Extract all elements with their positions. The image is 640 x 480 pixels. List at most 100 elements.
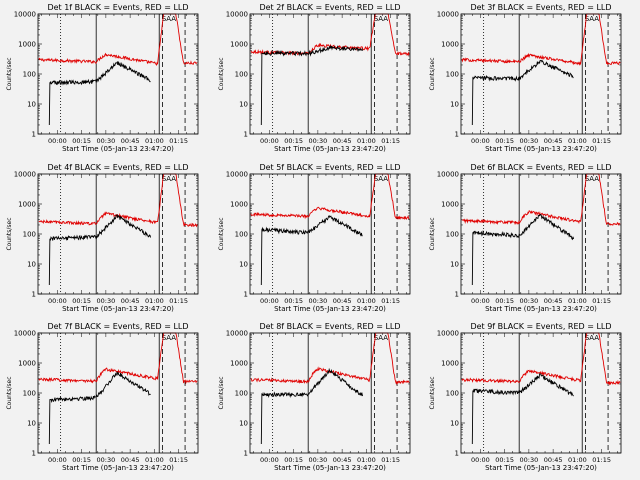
y-axis-label: Counts/sec	[429, 57, 436, 90]
x-tick-label: 00:15	[495, 137, 514, 145]
saa-annotation: SAA	[162, 334, 177, 342]
x-tick-label: 00:15	[495, 297, 514, 305]
x-tick-label: 01:00	[568, 137, 587, 145]
y-tick-label: 10	[239, 261, 248, 269]
x-tick-label: 00:30	[309, 297, 328, 305]
x-tick-label: 00:15	[72, 456, 91, 464]
events-series-line	[260, 44, 363, 125]
y-axis-label: Counts/sec	[218, 57, 225, 90]
x-tick-label: 01:00	[145, 137, 164, 145]
x-axis-label: Start Time (05-Jan-13 23:47:20)	[485, 305, 597, 313]
detector-panel: Det 6f BLACK = Events, RED = LLD Counts/s…	[429, 163, 622, 313]
y-tick-label: 100	[446, 390, 459, 398]
x-tick-label: 01:15	[169, 456, 188, 464]
x-axis-label: Start Time (05-Jan-13 23:47:20)	[274, 464, 386, 472]
x-tick-label: 00:30	[309, 456, 328, 464]
saa-annotation: SAA	[374, 15, 389, 23]
x-tick-label: 00:30	[97, 456, 116, 464]
y-axis-label: Counts/sec	[218, 376, 225, 409]
x-tick-label: 00:00	[471, 456, 490, 464]
x-tick-label: 01:15	[381, 297, 400, 305]
x-tick-label: 00:00	[260, 297, 279, 305]
x-tick-label: 00:45	[121, 456, 140, 464]
x-tick-label: 00:45	[121, 297, 140, 305]
y-axis-label: Counts/sec	[6, 217, 13, 250]
y-axis-label: Counts/sec	[6, 57, 13, 90]
events-series-line	[471, 373, 574, 444]
saa-annotation: SAA	[374, 334, 389, 342]
y-tick-label: 10	[27, 101, 36, 109]
detector-panel: Det 9f BLACK = Events, RED = LLD Counts/s…	[429, 322, 622, 472]
detector-panel: Det 7f BLACK = Events, RED = LLD Counts/s…	[6, 322, 199, 472]
x-tick-label: 00:30	[309, 137, 328, 145]
y-tick-label: 1000	[441, 41, 459, 49]
y-tick-label: 100	[235, 231, 248, 239]
y-tick-label: 100	[446, 71, 459, 79]
plot-frame	[460, 13, 622, 135]
x-tick-label: 00:30	[520, 297, 539, 305]
plot-frame	[249, 13, 411, 135]
x-axis-label: Start Time (05-Jan-13 23:47:20)	[62, 464, 174, 472]
x-tick-label: 01:15	[592, 297, 611, 305]
y-tick-label: 100	[446, 231, 459, 239]
y-tick-label: 10	[27, 420, 36, 428]
x-tick-label: 01:00	[357, 137, 376, 145]
panel-title: Det 4f BLACK = Events, RED = LLD	[47, 163, 188, 172]
y-tick-label: 1	[244, 131, 248, 139]
y-tick-label: 10	[450, 420, 459, 428]
y-axis-label: Counts/sec	[218, 217, 225, 250]
panel-title: Det 7f BLACK = Events, RED = LLD	[47, 322, 188, 331]
y-tick-label: 1	[32, 450, 36, 458]
x-axis-label: Start Time (05-Jan-13 23:47:20)	[485, 464, 597, 472]
x-tick-label: 00:30	[520, 137, 539, 145]
y-tick-label: 10	[450, 101, 459, 109]
plot-frame	[37, 332, 199, 454]
events-series-line	[260, 367, 364, 444]
y-tick-label: 1	[455, 291, 459, 299]
y-tick-label: 100	[235, 390, 248, 398]
events-series-line	[471, 213, 575, 285]
detector-panel: Det 2f BLACK = Events, RED = LLD Counts/s…	[218, 3, 411, 153]
saa-annotation: SAA	[162, 175, 177, 183]
detector-panel: Det 5f BLACK = Events, RED = LLD Counts/s…	[218, 163, 411, 313]
x-tick-label: 00:15	[284, 137, 303, 145]
y-tick-label: 10000	[226, 330, 248, 338]
plot-frame	[37, 13, 199, 135]
x-tick-label: 00:15	[495, 456, 514, 464]
y-tick-label: 100	[235, 71, 248, 79]
y-axis-label: Counts/sec	[429, 376, 436, 409]
y-tick-label: 10000	[14, 171, 36, 179]
x-axis-label: Start Time (05-Jan-13 23:47:20)	[62, 305, 174, 313]
saa-annotation: SAA	[585, 15, 600, 23]
y-tick-label: 1000	[230, 201, 248, 209]
y-tick-label: 10	[239, 101, 248, 109]
saa-annotation: SAA	[585, 175, 600, 183]
y-tick-label: 1	[455, 450, 459, 458]
x-tick-label: 00:45	[544, 297, 563, 305]
y-tick-label: 1	[244, 291, 248, 299]
plot-frame	[37, 173, 199, 295]
x-tick-label: 01:00	[357, 297, 376, 305]
x-tick-label: 00:15	[284, 456, 303, 464]
x-tick-label: 00:00	[48, 137, 67, 145]
saa-annotation: SAA	[374, 175, 389, 183]
x-tick-label: 00:30	[97, 137, 116, 145]
x-tick-label: 01:00	[357, 456, 376, 464]
x-tick-label: 00:45	[333, 137, 352, 145]
x-tick-label: 00:15	[72, 137, 91, 145]
y-tick-label: 1000	[441, 360, 459, 368]
x-tick-label: 00:45	[121, 137, 140, 145]
detector-panel: Det 4f BLACK = Events, RED = LLD Counts/s…	[6, 163, 199, 313]
x-tick-label: 01:00	[145, 456, 164, 464]
x-tick-label: 00:45	[544, 456, 563, 464]
panel-title: Det 6f BLACK = Events, RED = LLD	[470, 163, 611, 172]
x-tick-label: 01:00	[568, 456, 587, 464]
detector-panel: Det 3f BLACK = Events, RED = LLD Counts/s…	[429, 3, 622, 153]
x-axis-label: Start Time (05-Jan-13 23:47:20)	[62, 145, 174, 153]
x-tick-label: 00:45	[544, 137, 563, 145]
x-tick-label: 00:00	[471, 297, 490, 305]
y-tick-label: 10000	[437, 11, 459, 19]
x-tick-label: 01:15	[169, 297, 188, 305]
panel-title: Det 3f BLACK = Events, RED = LLD	[470, 3, 611, 12]
